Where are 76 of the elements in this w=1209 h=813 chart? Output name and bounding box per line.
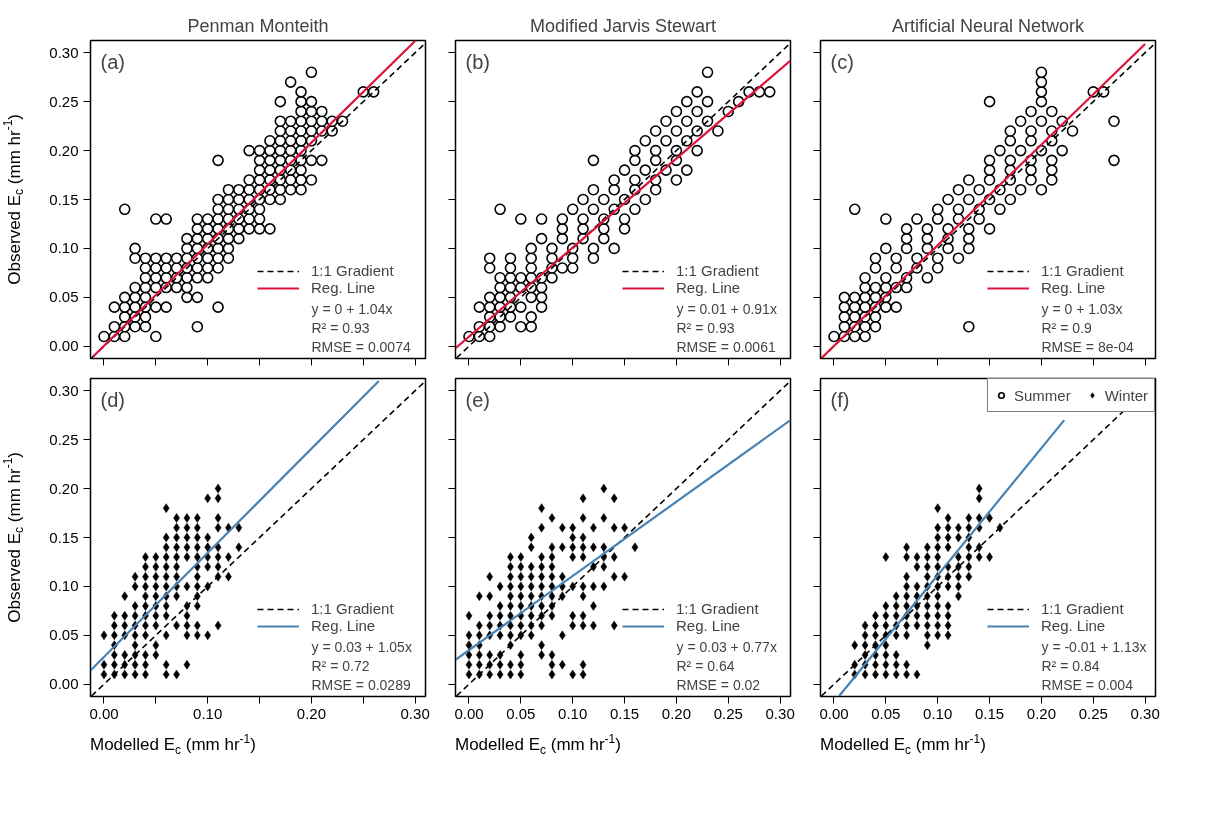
annotation: R² = 0.93 [676, 319, 735, 336]
annotation: R² = 0.72 [311, 657, 370, 674]
x-tick-label: 0.15 [974, 704, 1005, 722]
legend-label: 1:1 Gradient [311, 262, 394, 279]
y-tick-label: 0.05 [49, 626, 79, 644]
annotation: RMSE = 0.0061 [676, 338, 776, 355]
x-tick-label: 0.30 [400, 704, 430, 722]
x-tick-label: 0.00 [89, 704, 119, 722]
y-tick-label: 0.10 [49, 577, 79, 595]
annotation: (b) [465, 50, 490, 73]
legend-label: Reg. Line [676, 617, 741, 634]
y-tick-label: 0.30 [49, 381, 79, 399]
legend-label: 1:1 Gradient [311, 600, 394, 617]
annotation: RMSE = 0.004 [1041, 676, 1134, 693]
x-tick-label: 0.25 [713, 704, 743, 722]
annotation: RMSE = 0.0289 [311, 676, 411, 693]
legend-label: Reg. Line [311, 617, 376, 634]
legend-label: 1:1 Gradient [1041, 600, 1124, 617]
x-tick-label: 0.15 [609, 704, 640, 722]
legend-label: 1:1 Gradient [1041, 262, 1124, 279]
annotation: R² = 0.84 [1041, 657, 1100, 674]
y-tick-label: 0.25 [49, 92, 79, 110]
chart-title: Penman Monteith [187, 15, 329, 36]
legend-label: 1:1 Gradient [676, 600, 759, 617]
x-axis-title: Modelled E$_{c}$ (mm hr$^{-1}$) [820, 731, 986, 760]
legend-label: Winter [1104, 386, 1148, 404]
annotation: y = 0.01 + 0.91x [676, 300, 777, 317]
legend-label: 1:1 Gradient [676, 262, 759, 279]
x-tick-label: 0.10 [558, 704, 588, 722]
x-tick-label: 0.30 [765, 704, 795, 722]
x-tick-label: 0.20 [1026, 704, 1057, 722]
y-tick-label: 0.20 [49, 141, 79, 159]
y-tick-label: 0.05 [49, 288, 79, 306]
x-tick-label: 0.10 [923, 704, 953, 722]
y-tick-label: 0.15 [49, 190, 79, 208]
x-axis-title: Modelled E$_{c}$ (mm hr$^{-1}$) [455, 731, 621, 760]
y-tick-label: 0.25 [49, 430, 79, 448]
x-tick-label: 0.00 [454, 704, 484, 722]
legend-label: Reg. Line [1041, 279, 1106, 296]
annotation: (c) [830, 50, 854, 73]
y-tick-label: 0.00 [49, 675, 79, 693]
x-tick-label: 0.05 [871, 704, 901, 722]
annotation: R² = 0.64 [676, 657, 735, 674]
legend-label: Reg. Line [1041, 617, 1106, 634]
x-tick-label: 0.30 [1130, 704, 1160, 722]
annotation: y = 0 + 1.04x [311, 300, 393, 317]
y-tick-label: 0.15 [49, 528, 79, 546]
x-tick-label: 0.20 [296, 704, 327, 722]
annotation: RMSE = 0.02 [676, 676, 761, 693]
x-tick-label: 0.00 [819, 704, 849, 722]
chart-title: Modified Jarvis Stewart [529, 15, 717, 36]
y-tick-label: 0.30 [49, 43, 79, 61]
y-tick-label: 0.10 [49, 239, 79, 257]
annotation: R² = 0.93 [311, 319, 370, 336]
annotation: y = 0 + 1.03x [1041, 300, 1123, 317]
annotation: RMSE = 0.0074 [311, 338, 411, 355]
y-tick-label: 0.20 [49, 479, 79, 497]
x-tick-label: 0.20 [661, 704, 692, 722]
legend-label: Reg. Line [311, 279, 376, 296]
x-axis-title: Modelled E$_{c}$ (mm hr$^{-1}$) [90, 731, 256, 760]
legend-label: Summer [1013, 386, 1071, 404]
annotation: R² = 0.9 [1041, 319, 1092, 336]
annotation: RMSE = 8e-04 [1041, 338, 1134, 355]
annotation: y = 0.03 + 0.77x [676, 638, 777, 655]
annotation: (a) [100, 50, 125, 73]
x-tick-label: 0.05 [506, 704, 536, 722]
x-tick-label: 0.25 [1078, 704, 1108, 722]
annotation: (d) [100, 388, 125, 411]
chart-title: Artificial Neural Network [891, 15, 1086, 36]
annotation: y = -0.01 + 1.13x [1041, 638, 1147, 655]
annotation: (f) [830, 388, 850, 411]
legend-label: Reg. Line [676, 279, 741, 296]
annotation: y = 0.03 + 1.05x [311, 638, 412, 655]
x-tick-label: 0.10 [193, 704, 223, 722]
annotation: (e) [465, 388, 490, 411]
y-tick-label: 0.00 [49, 337, 79, 355]
